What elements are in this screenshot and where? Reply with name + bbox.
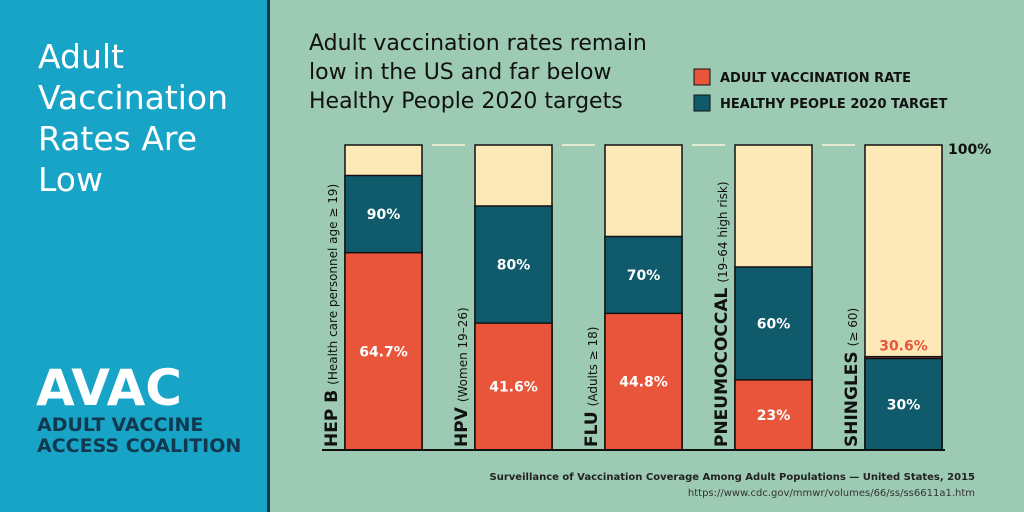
category-note: (Women 19–26) bbox=[456, 307, 470, 402]
value-label: 23% bbox=[757, 408, 791, 424]
divider bbox=[267, 0, 270, 512]
category-name: FLU bbox=[582, 411, 602, 447]
category-label: SHINGLES (≥ 60) bbox=[842, 308, 862, 447]
category-label: HEP B (Health care personnel age ≥ 19) bbox=[322, 184, 342, 447]
value-label: 30% bbox=[887, 397, 921, 413]
category-label: HPV (Women 19–26) bbox=[452, 307, 472, 447]
org-name: ACCESS COALITION bbox=[37, 435, 241, 457]
category-note: (19–64 high risk) bbox=[716, 181, 730, 282]
category-label: FLU (Adults ≥ 18) bbox=[582, 327, 602, 447]
chart-title: Adult vaccination rates remain low in th… bbox=[309, 31, 647, 114]
value-label: 70% bbox=[627, 268, 661, 284]
org-name: ADULT VACCINE bbox=[37, 414, 203, 436]
category-name: SHINGLES bbox=[842, 351, 862, 447]
legend-swatch bbox=[693, 94, 711, 112]
value-label: 30.6% bbox=[879, 339, 928, 355]
category-name: HEP B bbox=[322, 390, 342, 447]
chart-title-line: low in the US and far below bbox=[309, 60, 611, 85]
bar bbox=[734, 379, 813, 451]
sidebar-title: Adult Vaccination Rates Are Low bbox=[38, 37, 228, 199]
sidebar-title-line: Rates Are bbox=[38, 119, 197, 158]
category-name: PNEUMOCOCCAL bbox=[712, 287, 732, 447]
value-label: 60% bbox=[757, 316, 791, 332]
sidebar bbox=[0, 0, 267, 512]
sidebar-title-line: Adult bbox=[38, 37, 124, 76]
value-label: 41.6% bbox=[489, 380, 538, 396]
category-note: (Health care personnel age ≥ 19) bbox=[326, 184, 340, 385]
chart-title-line: Adult vaccination rates remain bbox=[309, 31, 647, 56]
value-label: 64.7% bbox=[359, 344, 408, 360]
source: Surveillance of Vaccination Coverage Amo… bbox=[490, 472, 976, 483]
bar bbox=[864, 357, 943, 451]
category-note: (≥ 60) bbox=[846, 308, 860, 347]
chart-title-line: Healthy People 2020 targets bbox=[309, 89, 623, 114]
value-label: 44.8% bbox=[619, 375, 668, 391]
value-label: 80% bbox=[497, 258, 531, 274]
sidebar-title-line: Low bbox=[38, 160, 103, 199]
category-name: HPV bbox=[452, 406, 472, 447]
sidebar-title-line: Vaccination bbox=[38, 78, 228, 117]
category-label: PNEUMOCOCCAL (19–64 high risk) bbox=[712, 181, 732, 447]
legend-swatch bbox=[693, 68, 711, 86]
bar bbox=[344, 251, 423, 451]
legend-label: HEALTHY PEOPLE 2020 TARGET bbox=[720, 97, 948, 112]
legend-label: ADULT VACCINATION RATE bbox=[720, 71, 911, 86]
bar bbox=[604, 312, 683, 451]
logo: AVAC bbox=[36, 359, 182, 417]
value-label: 90% bbox=[367, 207, 401, 223]
bar bbox=[474, 322, 553, 451]
y-tick-label: 100% bbox=[948, 142, 991, 158]
category-note: (Adults ≥ 18) bbox=[586, 327, 600, 407]
source-url: https://www.cdc.gov/mmwr/volumes/66/ss/s… bbox=[688, 488, 975, 499]
